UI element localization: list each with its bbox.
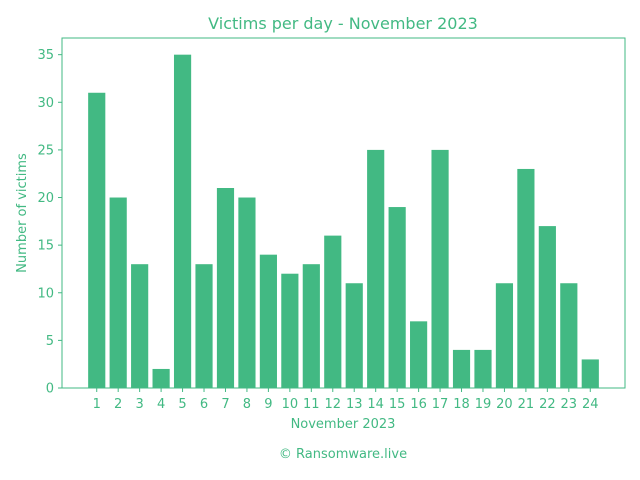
y-tick-label: 10 bbox=[37, 286, 54, 301]
bar-day-7 bbox=[216, 188, 235, 388]
bar-day-17 bbox=[431, 149, 449, 388]
y-axis-ticks: 0 5 10 15 20 25 30 35 bbox=[37, 48, 62, 397]
bar-day-11 bbox=[302, 264, 320, 388]
x-tick-label: 1 bbox=[93, 397, 101, 412]
bar-day-18 bbox=[452, 349, 471, 388]
bar-day-6 bbox=[195, 264, 213, 388]
x-axis-label: November 2023 bbox=[291, 417, 396, 432]
bar-day-8 bbox=[238, 197, 256, 388]
x-tick-label: 15 bbox=[389, 397, 406, 412]
y-tick-label: 15 bbox=[37, 239, 54, 254]
x-tick-label: 23 bbox=[561, 397, 578, 412]
x-tick-label: 12 bbox=[324, 397, 341, 412]
x-tick-label: 8 bbox=[243, 397, 251, 412]
bar-day-1 bbox=[88, 92, 106, 388]
x-tick-label: 21 bbox=[518, 397, 535, 412]
bar-day-23 bbox=[560, 283, 578, 388]
x-tick-label: 3 bbox=[136, 397, 144, 412]
y-tick-label: 25 bbox=[37, 143, 54, 158]
y-axis-label: Number of victims bbox=[15, 153, 30, 273]
bar-day-16 bbox=[410, 321, 428, 388]
x-tick-label: 4 bbox=[157, 397, 165, 412]
bar-day-24 bbox=[581, 359, 599, 388]
bar-day-14 bbox=[367, 149, 385, 388]
bar-day-21 bbox=[517, 168, 535, 388]
y-tick-label: 30 bbox=[37, 96, 54, 111]
bar-day-20 bbox=[495, 283, 514, 388]
x-tick-label: 14 bbox=[367, 397, 384, 412]
bar-day-12 bbox=[324, 235, 342, 388]
x-tick-label: 22 bbox=[539, 397, 556, 412]
bar-day-9 bbox=[259, 254, 277, 388]
x-tick-label: 7 bbox=[221, 397, 229, 412]
x-tick-label: 16 bbox=[410, 397, 427, 412]
bar-day-2 bbox=[109, 197, 127, 388]
bars-group bbox=[88, 54, 599, 389]
copyright-credit: © Ransomware.live bbox=[279, 447, 407, 462]
bar-day-15 bbox=[388, 207, 406, 388]
bar-day-3 bbox=[131, 264, 149, 388]
x-tick-label: 9 bbox=[264, 397, 272, 412]
bar-day-13 bbox=[345, 283, 363, 388]
bar-day-22 bbox=[538, 226, 556, 388]
plot-frame bbox=[61, 37, 626, 389]
x-tick-label: 5 bbox=[178, 397, 186, 412]
y-tick-label: 20 bbox=[37, 191, 54, 206]
x-tick-label: 24 bbox=[582, 397, 599, 412]
chart-title: Victims per day - November 2023 bbox=[208, 14, 478, 33]
x-axis-ticks: 1 2 3 4 5 6 7 8 9 10 11 12 13 14 15 16 17 18 19 20 21 22 23 24 bbox=[93, 388, 599, 412]
x-tick-label: 6 bbox=[200, 397, 208, 412]
bar-day-5 bbox=[173, 54, 192, 389]
bar-day-10 bbox=[281, 273, 299, 388]
x-tick-label: 17 bbox=[432, 397, 449, 412]
x-tick-label: 2 bbox=[114, 397, 122, 412]
x-tick-label: 10 bbox=[282, 397, 299, 412]
bar-day-4 bbox=[152, 368, 170, 388]
y-tick-label: 5 bbox=[46, 334, 54, 349]
bar-day-19 bbox=[474, 349, 492, 388]
y-tick-label: 35 bbox=[37, 48, 54, 63]
x-tick-label: 13 bbox=[346, 397, 363, 412]
x-tick-label: 20 bbox=[496, 397, 513, 412]
x-tick-label: 18 bbox=[453, 397, 470, 412]
y-tick-label: 0 bbox=[46, 382, 54, 397]
x-tick-label: 19 bbox=[475, 397, 492, 412]
x-tick-label: 11 bbox=[303, 397, 320, 412]
